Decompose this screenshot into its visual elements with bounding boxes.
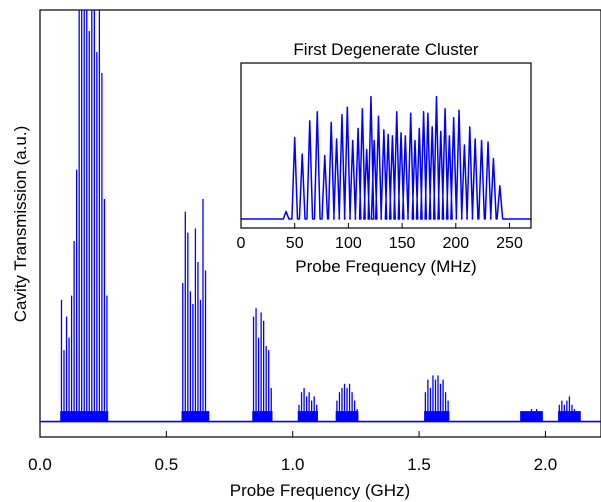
main-x-tick-label: 0.5 <box>155 455 179 474</box>
inset-plot-frame <box>240 62 532 229</box>
main-x-axis-title: Probe Frequency (GHz) <box>230 481 410 500</box>
inset-title: First Degenerate Cluster <box>293 40 479 59</box>
inset-x-tick-label: 250 <box>496 235 523 252</box>
main-x-tick-label: 2.0 <box>534 455 558 474</box>
main-x-tick-label: 1.0 <box>281 455 305 474</box>
inset-x-ticks: 0 50 100 150 200 250 <box>237 223 523 252</box>
inset-x-tick-label: 150 <box>389 235 416 252</box>
main-cluster-band <box>252 411 273 422</box>
main-plot-frame <box>39 9 601 438</box>
main-x-tick-label: 0.0 <box>28 455 52 474</box>
main-cluster-band <box>297 411 318 422</box>
main-x-tick-label: 1.5 <box>407 455 431 474</box>
main-chart: 0.0 0.5 1.0 1.5 2.0 Probe Frequency (GHz) Ca… <box>11 9 601 500</box>
main-y-axis-title: Cavity Transmission (a.u.) <box>11 126 30 323</box>
main-x-ticks: 0.0 0.5 1.0 1.5 2.0 <box>28 431 557 474</box>
main-series-group <box>40 10 601 423</box>
inset-series-group <box>241 95 531 220</box>
inset-trace <box>241 95 531 220</box>
inset-x-tick-label: 0 <box>237 235 246 252</box>
main-cluster-band <box>424 411 450 422</box>
inset-chart: First Degenerate Cluster 0 50 100 150 200 250… <box>237 40 532 276</box>
inset-x-tick-label: 100 <box>335 235 362 252</box>
inset-x-tick-label: 50 <box>286 235 304 252</box>
inset-x-tick-label: 200 <box>442 235 469 252</box>
inset-x-axis-title: Probe Frequency (MHz) <box>295 257 476 276</box>
